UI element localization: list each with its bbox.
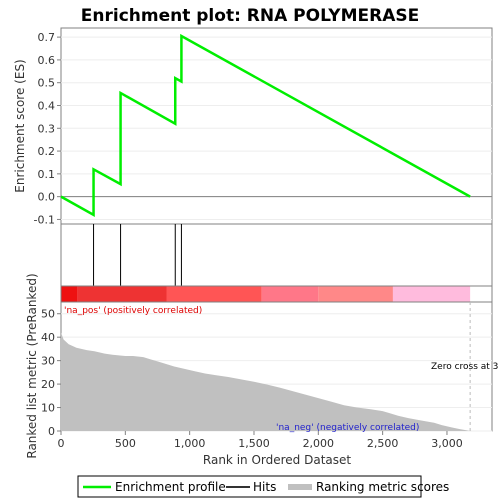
legend-metric-label: Ranking metric scores	[316, 480, 449, 494]
es-tick-label: -0.1	[34, 213, 55, 226]
hit-markers	[93, 224, 182, 286]
color-bar-segment	[77, 286, 167, 302]
metric-tick-label: 40	[41, 331, 55, 344]
zero-cross-label: Zero cross at 3	[431, 362, 498, 372]
metric-tick-label: 30	[41, 355, 55, 368]
legend: Enrichment profile Hits Ranking metric s…	[77, 475, 449, 498]
negative-correlation-label: 'na_neg' (negatively correlated)	[276, 423, 419, 433]
color-bar-segment	[318, 286, 393, 302]
color-bar-segment	[392, 286, 471, 302]
metric-y-axis-label: Ranked list metric (PreRanked)	[25, 273, 39, 458]
es-panel: -0.1 0.0 0.1 0.2 0.3 0.4 0.5 0.6 0.7 Enrichment …	[13, 27, 493, 226]
metric-panel: 0 10 20 30 40 50 'na_pos' (positively correla…	[25, 273, 498, 458]
color-bar-segment	[166, 286, 262, 302]
x-tick-label: 2,000	[303, 437, 335, 450]
hits-plot-frame	[60, 223, 493, 287]
metric-tick-label: 0	[48, 425, 55, 438]
es-tick-label: 0.6	[38, 54, 56, 67]
x-tick-label: 2,500	[367, 437, 399, 450]
metric-tick-label: 20	[41, 378, 55, 391]
positive-correlation-label: 'na_pos' (positively correlated)	[64, 306, 202, 316]
x-tick-label: 0	[58, 437, 65, 450]
metric-tick-label: 10	[41, 402, 55, 415]
legend-hits-label: Hits	[253, 480, 276, 494]
es-tick-label: 0.3	[38, 122, 56, 135]
x-axis-ticks: 0 500 1,000 1,500 2,000 2,500 3,000	[58, 431, 463, 450]
es-tick-label: 0.4	[38, 99, 56, 112]
ranking-color-bar	[60, 285, 493, 303]
es-y-axis-label: Enrichment score (ES)	[13, 59, 27, 192]
x-tick-label: 3,000	[431, 437, 463, 450]
legend-enrichment-label: Enrichment profile	[115, 480, 226, 494]
color-bar-segment	[61, 286, 78, 302]
enrichment-profile-line	[60, 33, 471, 218]
x-tick-label: 1,500	[238, 437, 270, 450]
x-tick-label: 500	[115, 437, 136, 450]
chart-title: Enrichment plot: RNA POLYMERASE	[81, 6, 419, 26]
x-axis-label: Rank in Ordered Dataset	[203, 453, 351, 467]
metric-tick-label: 50	[41, 308, 55, 321]
es-tick-label: 0.2	[38, 145, 56, 158]
es-tick-label: 0.1	[38, 168, 56, 181]
es-y-ticks: -0.1 0.0 0.1 0.2 0.3 0.4 0.5 0.6 0.7	[34, 31, 61, 226]
es-plot-frame	[60, 27, 493, 225]
hits-panel	[60, 223, 493, 287]
metric-y-ticks: 0 10 20 30 40 50	[41, 308, 61, 438]
ranking-metric-area	[61, 332, 471, 431]
x-tick-label: 1,000	[174, 437, 206, 450]
es-tick-label: 0.0	[38, 191, 56, 204]
es-tick-label: 0.7	[38, 31, 56, 44]
es-tick-label: 0.5	[38, 77, 56, 90]
color-bar-segment	[261, 286, 319, 302]
